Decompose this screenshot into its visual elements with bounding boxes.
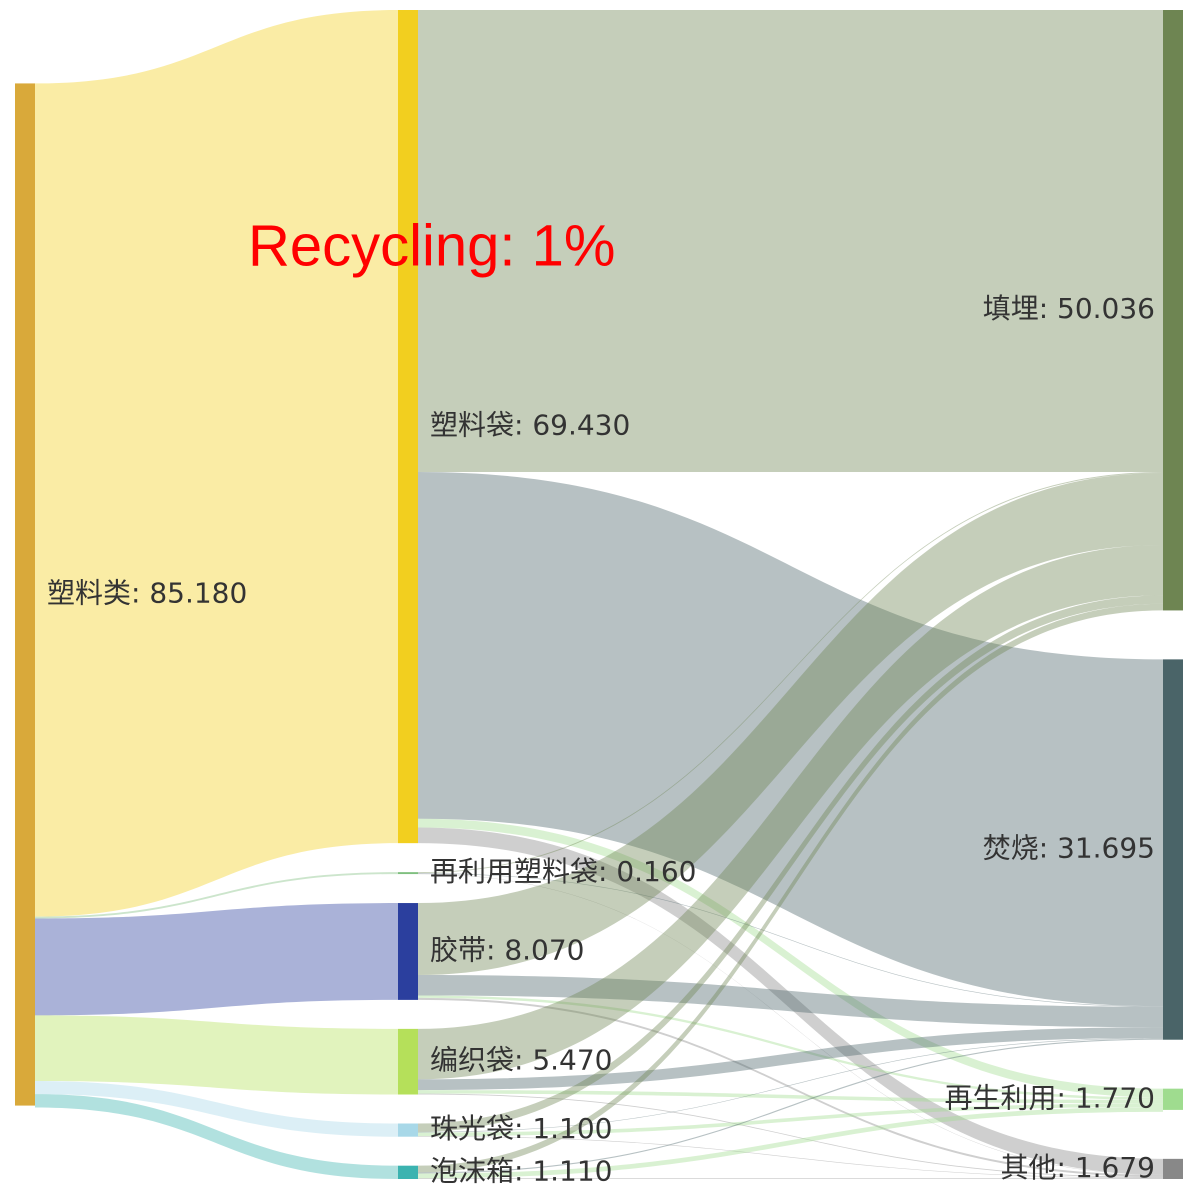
link <box>418 818 1163 1098</box>
labels: 塑料类: 85.180 塑料袋: 69.430 再利用塑料袋: 0.160 胶带: 8… <box>47 292 1155 1187</box>
link <box>418 873 1163 1007</box>
node-label: 塑料类: 85.180 <box>47 577 247 610</box>
link <box>418 544 1163 1080</box>
link <box>418 472 1163 976</box>
link <box>418 975 1163 1028</box>
node-label: 塑料袋: 69.430 <box>430 409 630 442</box>
link <box>35 872 398 919</box>
link <box>418 603 1163 1173</box>
links <box>35 10 1163 1179</box>
link <box>35 1015 398 1095</box>
node <box>15 83 35 1106</box>
link <box>35 1080 398 1137</box>
node-label: 再生利用: 1.770 <box>945 1081 1156 1114</box>
node <box>1163 659 1183 1040</box>
node-label: 胶带: 8.070 <box>430 933 585 966</box>
link <box>418 1090 1163 1104</box>
node <box>398 872 418 875</box>
annotation: Recycling: 1% <box>248 213 615 278</box>
node-label: 焚烧: 31.695 <box>983 832 1155 865</box>
link <box>35 903 398 1016</box>
link <box>418 873 1163 1175</box>
node <box>1163 1088 1183 1110</box>
node <box>398 903 418 1000</box>
link <box>418 472 1163 874</box>
link <box>418 995 1163 1100</box>
node-label: 再利用塑料袋: 0.160 <box>430 855 697 888</box>
link <box>418 595 1163 1132</box>
link <box>418 1027 1163 1091</box>
link <box>418 1136 1163 1179</box>
node <box>1163 1158 1183 1179</box>
link <box>418 1103 1163 1137</box>
link <box>418 1037 1163 1133</box>
link <box>418 1038 1163 1174</box>
node-label: 编织袋: 5.470 <box>430 1044 613 1077</box>
node <box>398 10 418 844</box>
node <box>1163 10 1183 611</box>
node-label: 填埋: 50.036 <box>983 292 1155 325</box>
node-label: 其他: 1.679 <box>1001 1151 1156 1184</box>
link <box>418 997 1163 1177</box>
node <box>398 1123 418 1137</box>
node-label: 珠光袋: 1.100 <box>430 1112 613 1145</box>
link <box>35 1094 398 1179</box>
node <box>398 1165 418 1179</box>
node <box>398 1028 418 1095</box>
link <box>418 472 1163 1007</box>
link <box>418 1178 1163 1179</box>
link <box>418 827 1163 1175</box>
link <box>35 10 398 917</box>
node-label: 泡沫箱: 1.110 <box>430 1154 613 1187</box>
nodes <box>15 10 1183 1179</box>
link <box>418 1093 1163 1178</box>
link <box>418 10 1163 472</box>
link <box>418 1107 1163 1179</box>
